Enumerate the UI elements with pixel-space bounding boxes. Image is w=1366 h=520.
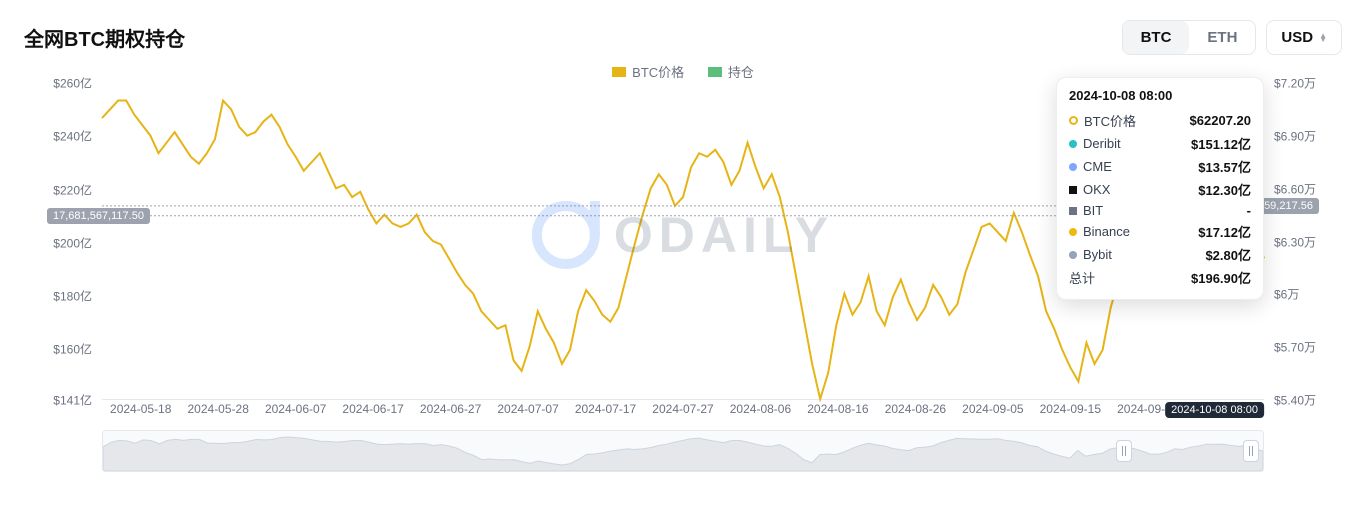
tooltip: 2024-10-08 08:00 BTC价格$62207.20Deribit$1…: [1056, 77, 1264, 300]
page-title: 全网BTC期权持仓: [24, 23, 185, 52]
legend-price[interactable]: BTC价格: [612, 62, 684, 81]
brush-handle-left[interactable]: [1116, 440, 1132, 462]
tooltip-row: BTC价格$62207.20: [1069, 109, 1251, 132]
plot-area[interactable]: ODAILY 17,681,567,117.50 59,217.56 2024-…: [102, 83, 1264, 400]
y-tick: $7.20万: [1274, 75, 1316, 92]
brush-handle-right[interactable]: [1243, 440, 1259, 462]
y-left-current-badge: 17,681,567,117.50: [47, 208, 150, 224]
tooltip-row: CME$13.57亿: [1069, 155, 1251, 178]
x-tick: 2024-05-18: [110, 402, 171, 416]
x-tick: 2024-08-06: [730, 402, 791, 416]
tooltip-row: OKX$12.30亿: [1069, 178, 1251, 201]
header: 全网BTC期权持仓 BTC ETH USD ▲▼: [24, 20, 1342, 55]
tooltip-row: BIT-: [1069, 201, 1251, 220]
legend-oi-swatch: [708, 67, 722, 77]
y-tick: $220亿: [53, 181, 92, 198]
y-tick: $200亿: [53, 234, 92, 251]
x-tick: 2024-06-17: [342, 402, 403, 416]
tab-eth[interactable]: ETH: [1189, 21, 1255, 54]
header-controls: BTC ETH USD ▲▼: [1122, 20, 1342, 55]
tooltip-row: Bybit$2.80亿: [1069, 243, 1251, 266]
x-tick: 2024-06-27: [420, 402, 481, 416]
y-tick: $6万: [1274, 286, 1299, 303]
y-tick: $160亿: [53, 341, 92, 358]
y-tick: $5.70万: [1274, 339, 1316, 356]
x-axis: 2024-05-18 2024-05-28 2024-06-07 2024-06-17…: [102, 400, 1264, 418]
brush-range[interactable]: [102, 430, 1264, 472]
y-tick: $180亿: [53, 288, 92, 305]
x-tick: 2024-08-26: [885, 402, 946, 416]
y-tick: $6.30万: [1274, 233, 1316, 250]
x-tick: 2024-07-17: [575, 402, 636, 416]
x-tick: 2024-05-28: [187, 402, 248, 416]
currency-select[interactable]: USD ▲▼: [1266, 20, 1342, 55]
x-tick: 2024-08-16: [807, 402, 868, 416]
x-tick: 2024-07-07: [497, 402, 558, 416]
y-tick: $260亿: [53, 75, 92, 92]
y-right-current-badge: 59,217.56: [1258, 198, 1319, 214]
x-tick: 2024-09-05: [962, 402, 1023, 416]
y-axis-right: $5.40万$5.70万$6万$6.30万$6.60万$6.90万$7.20万: [1270, 83, 1342, 400]
y-tick: $6.90万: [1274, 127, 1316, 144]
x-tick: 2024-07-27: [652, 402, 713, 416]
legend-oi[interactable]: 持仓: [708, 62, 754, 81]
tooltip-row: Deribit$151.12亿: [1069, 132, 1251, 155]
y-tick: $141亿: [53, 392, 92, 409]
x-tick: 2024-09-15: [1040, 402, 1101, 416]
asset-segmented-control: BTC ETH: [1122, 20, 1257, 55]
x-tick-highlight: 2024-10-08 08:00: [1165, 402, 1264, 418]
tooltip-row: Binance$17.12亿: [1069, 220, 1251, 243]
x-tick: 2024-06-07: [265, 402, 326, 416]
chevron-updown-icon: ▲▼: [1319, 34, 1327, 42]
chart-container: 全网BTC期权持仓 BTC ETH USD ▲▼ BTC价格 持仓 $141亿 $…: [0, 0, 1366, 520]
tooltip-row: 总计$196.90亿: [1069, 266, 1251, 289]
currency-label: USD: [1281, 29, 1313, 46]
brush-sparkline: [103, 431, 1263, 471]
tab-btc[interactable]: BTC: [1123, 21, 1190, 54]
chart: $141亿$160亿$180亿$200亿$220亿$240亿$260亿 $5.4…: [24, 83, 1342, 418]
legend-price-swatch: [612, 67, 626, 77]
tooltip-title: 2024-10-08 08:00: [1069, 88, 1251, 103]
y-tick: $5.40万: [1274, 392, 1316, 409]
y-tick: $240亿: [53, 128, 92, 145]
y-tick: $6.60万: [1274, 180, 1316, 197]
y-axis-left: $141亿$160亿$180亿$200亿$220亿$240亿$260亿: [24, 83, 96, 400]
